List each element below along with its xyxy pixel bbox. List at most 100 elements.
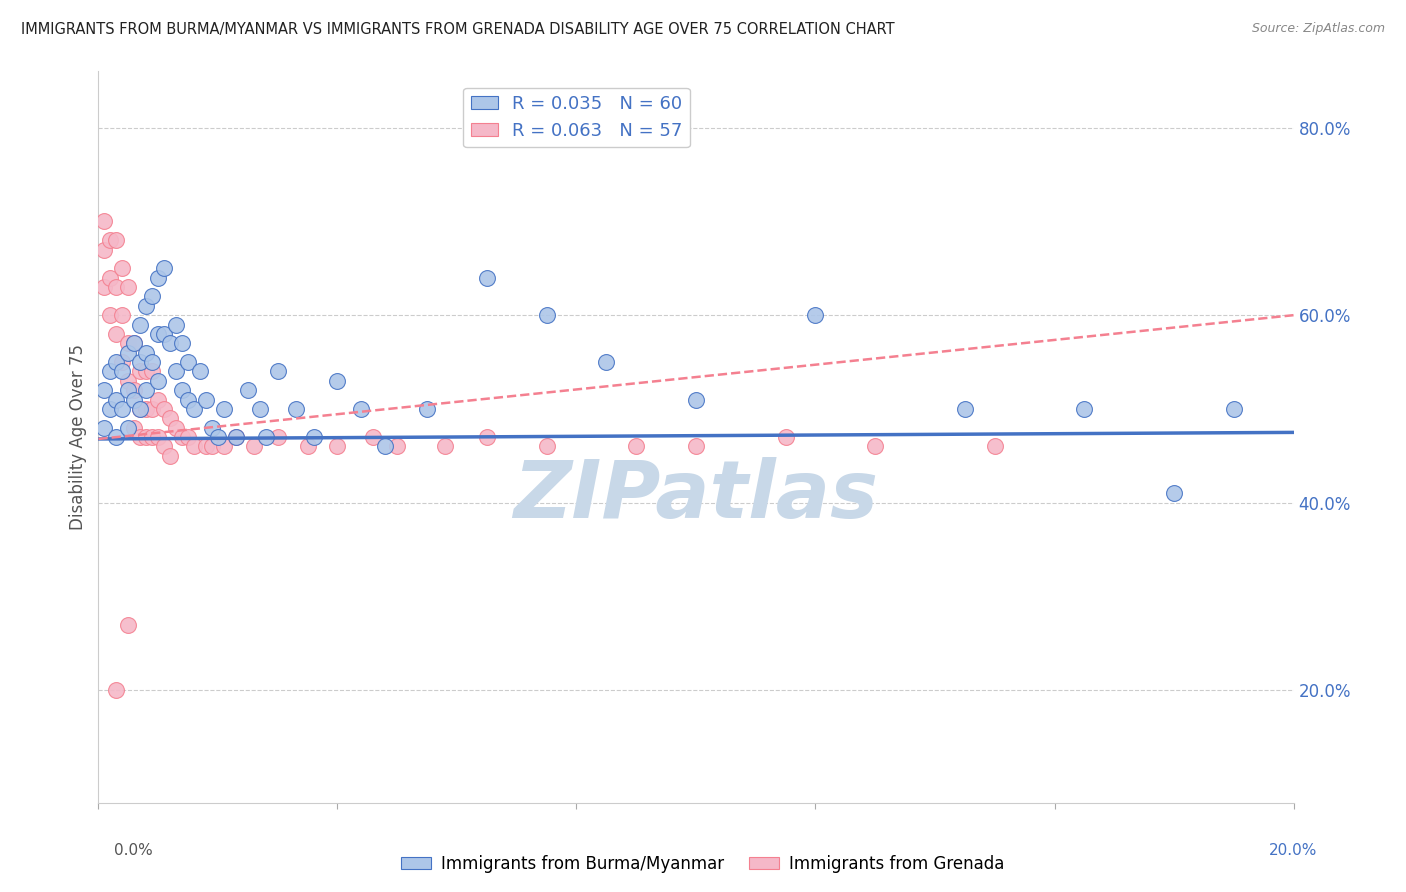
Point	[1073, 401, 1095, 416]
Point	[243, 440, 266, 454]
Text: ZIPatlas: ZIPatlas	[513, 457, 879, 534]
Point	[212, 401, 235, 416]
Point	[153, 401, 176, 416]
Legend: R = 0.035   N = 60, R = 0.063   N = 57: R = 0.035 N = 60, R = 0.063 N = 57	[464, 87, 689, 147]
Point	[111, 364, 134, 378]
Point	[249, 401, 271, 416]
Point	[135, 383, 157, 397]
Point	[124, 392, 146, 407]
Point	[93, 420, 115, 434]
Point	[129, 430, 152, 444]
Point	[117, 420, 139, 434]
Point	[865, 440, 887, 454]
Point	[775, 430, 797, 444]
Point	[135, 364, 157, 378]
Point	[326, 374, 349, 388]
Point	[141, 401, 163, 416]
Point	[105, 392, 128, 407]
Point	[165, 364, 187, 378]
Point	[129, 364, 152, 378]
Point	[117, 374, 139, 388]
Point	[267, 430, 290, 444]
Point	[141, 289, 163, 303]
Point	[98, 270, 122, 285]
Point	[153, 440, 176, 454]
Point	[141, 355, 163, 369]
Point	[141, 364, 163, 378]
Point	[98, 364, 122, 378]
Point	[135, 401, 157, 416]
Point	[105, 326, 128, 341]
Point	[302, 430, 325, 444]
Point	[177, 355, 200, 369]
Point	[135, 299, 157, 313]
Point	[165, 420, 187, 434]
Point	[105, 355, 128, 369]
Point	[195, 440, 218, 454]
Point	[685, 440, 707, 454]
Point	[172, 430, 194, 444]
Point	[129, 318, 152, 332]
Point	[953, 401, 976, 416]
Text: IMMIGRANTS FROM BURMA/MYANMAR VS IMMIGRANTS FROM GRENADA DISABILITY AGE OVER 75 : IMMIGRANTS FROM BURMA/MYANMAR VS IMMIGRA…	[21, 22, 894, 37]
Point	[212, 440, 235, 454]
Point	[117, 336, 139, 351]
Point	[117, 383, 139, 397]
Point	[153, 261, 176, 276]
Point	[159, 449, 181, 463]
Point	[536, 440, 558, 454]
Point	[148, 270, 170, 285]
Point	[93, 383, 115, 397]
Point	[385, 440, 409, 454]
Point	[98, 401, 122, 416]
Legend: Immigrants from Burma/Myanmar, Immigrants from Grenada: Immigrants from Burma/Myanmar, Immigrant…	[395, 848, 1011, 880]
Point	[595, 355, 617, 369]
Point	[434, 440, 457, 454]
Point	[111, 261, 134, 276]
Point	[172, 383, 194, 397]
Point	[153, 326, 176, 341]
Point	[297, 440, 319, 454]
Point	[105, 280, 128, 294]
Point	[225, 430, 247, 444]
Point	[207, 430, 229, 444]
Point	[93, 280, 115, 294]
Point	[124, 420, 146, 434]
Text: 20.0%: 20.0%	[1270, 843, 1317, 858]
Point	[475, 430, 498, 444]
Point	[93, 214, 115, 228]
Point	[117, 280, 139, 294]
Point	[135, 430, 157, 444]
Point	[148, 326, 170, 341]
Point	[177, 392, 200, 407]
Point	[148, 392, 170, 407]
Y-axis label: Disability Age Over 75: Disability Age Over 75	[69, 344, 87, 530]
Point	[416, 401, 439, 416]
Point	[141, 430, 163, 444]
Point	[159, 336, 181, 351]
Point	[111, 308, 134, 322]
Point	[685, 392, 707, 407]
Point	[124, 336, 146, 351]
Point	[93, 243, 115, 257]
Point	[117, 345, 139, 359]
Point	[363, 430, 385, 444]
Point	[105, 233, 128, 247]
Point	[350, 401, 373, 416]
Point	[236, 383, 259, 397]
Point	[475, 270, 498, 285]
Point	[267, 364, 290, 378]
Point	[284, 401, 307, 416]
Point	[188, 364, 211, 378]
Point	[804, 308, 827, 322]
Point	[201, 420, 224, 434]
Point	[172, 336, 194, 351]
Point	[129, 355, 152, 369]
Point	[148, 374, 170, 388]
Point	[124, 336, 146, 351]
Point	[1163, 486, 1185, 500]
Point	[1223, 401, 1246, 416]
Point	[195, 392, 218, 407]
Point	[135, 345, 157, 359]
Point	[177, 430, 200, 444]
